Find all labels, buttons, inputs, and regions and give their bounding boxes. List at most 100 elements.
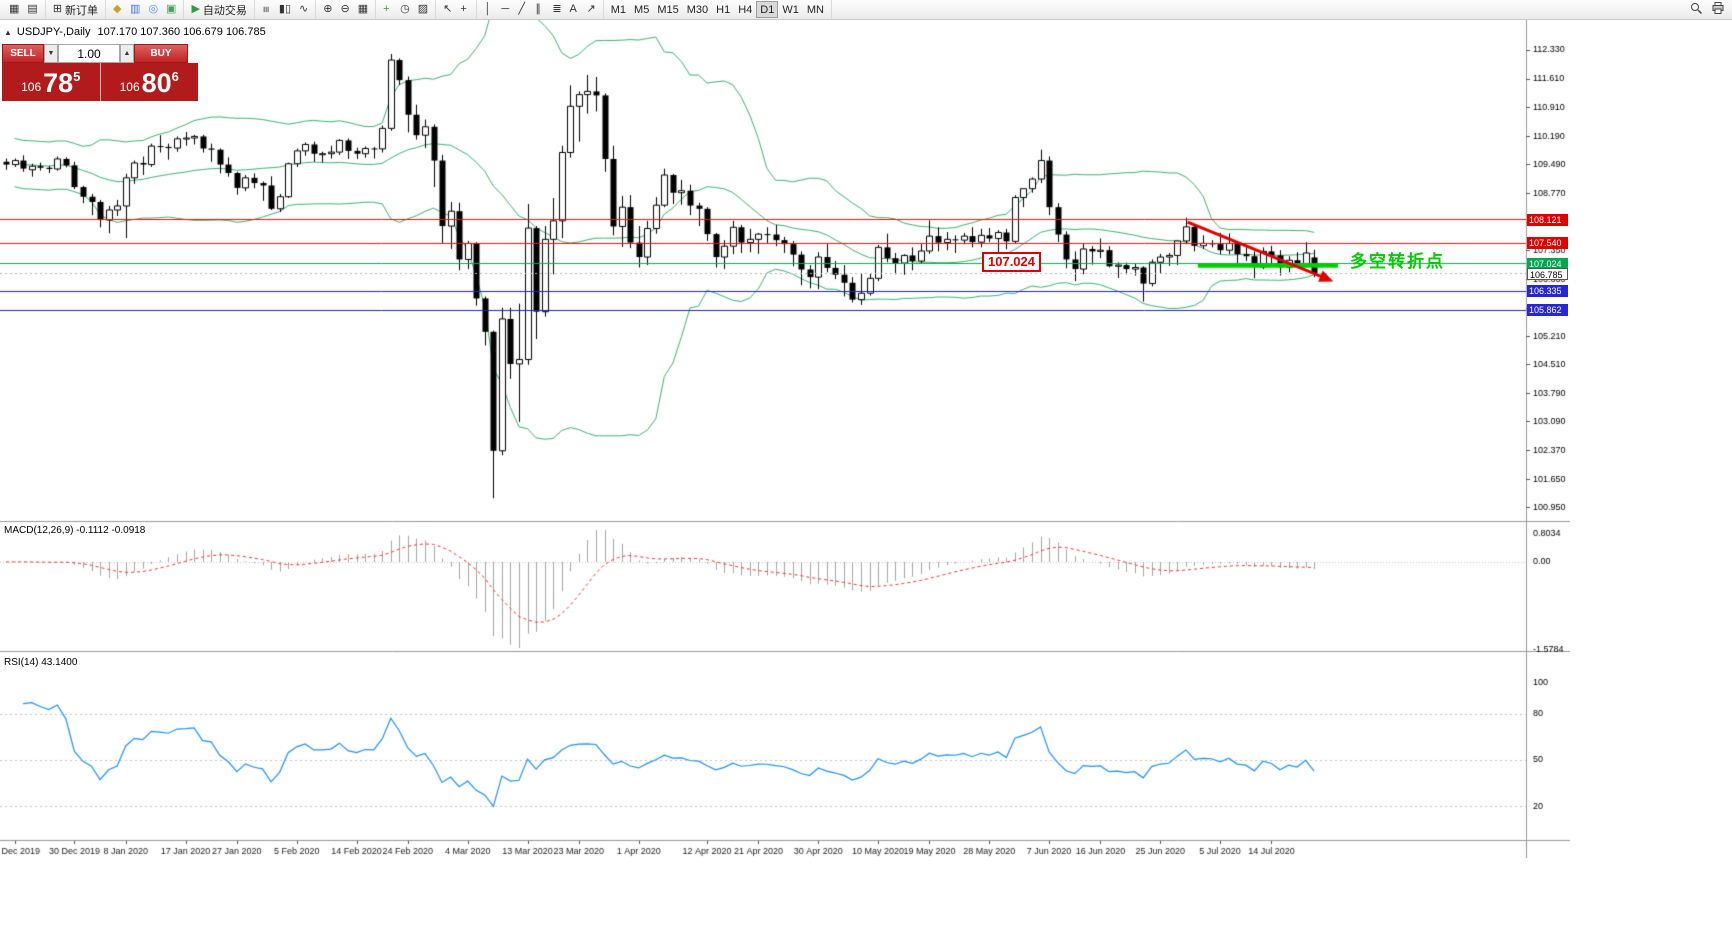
text-tool-icon: A <box>569 3 577 15</box>
price-tag-support-1: 106.335 <box>1527 285 1568 297</box>
bar-chart-icon: ≡ <box>259 6 272 13</box>
sell-button[interactable]: SELL <box>2 44 44 63</box>
line-chart-icon: ∿ <box>299 3 309 15</box>
fibonacci-button[interactable]: ≣ <box>548 1 565 18</box>
cursor-button[interactable]: ↖ <box>439 1 456 18</box>
templates-button[interactable]: ▨ <box>414 1 432 18</box>
buy-price[interactable]: 106 80 6 <box>101 63 199 101</box>
sell-price[interactable]: 106 78 5 <box>2 63 100 101</box>
sell-price-main: 106 <box>21 80 42 94</box>
autotrading-group: ▶ 自动交易 <box>184 0 255 19</box>
trendline-icon: ╱ <box>518 3 525 15</box>
vertical-line-icon: │ <box>484 3 492 15</box>
macd-indicator-label: MACD(12,26,9) -0.1112 -0.0918 <box>4 525 146 536</box>
print-button[interactable] <box>1709 1 1727 18</box>
one-click-toggle-icon[interactable]: ▲ <box>4 27 12 37</box>
tf-h4-label: H4 <box>738 3 753 16</box>
candlestick-chart-icon: ▮▯ <box>278 3 292 15</box>
sell-price-big: 78 <box>43 68 74 98</box>
print-icon <box>1711 1 1725 18</box>
tf-mn-button[interactable]: MN <box>803 1 828 18</box>
periods-button[interactable]: ◷ <box>396 1 414 18</box>
tf-m15-button[interactable]: M15 <box>653 1 682 18</box>
rsi-indicator-label: RSI(14) 43.1400 <box>4 657 78 668</box>
buy-price-big: 80 <box>141 68 172 98</box>
volume-increase-button[interactable]: ▲ <box>120 44 134 63</box>
market-watch-button[interactable]: ▥ <box>126 1 144 18</box>
tf-m5-button[interactable]: M5 <box>630 1 653 18</box>
terminal-button[interactable]: ▣ <box>162 1 180 18</box>
new-order-icon: ⊞ <box>52 3 63 15</box>
one-click-divider <box>99 63 101 101</box>
new-order-button[interactable]: ⊞ 新订单 <box>49 1 102 18</box>
panels-group: ◆ ▥ ◎ ▣ <box>106 0 185 19</box>
price-tag-bid: 106.785 <box>1527 268 1568 280</box>
zoom-group: ⊕ ⊖ ▦ <box>316 0 377 19</box>
price-tag-resistance-2: 107.540 <box>1527 237 1568 249</box>
buy-button[interactable]: BUY <box>134 44 188 63</box>
vertical-line-button[interactable]: │ <box>480 1 497 18</box>
zoom-out-button[interactable]: ⊖ <box>336 1 353 18</box>
line-chart-button[interactable]: ∿ <box>295 1 312 18</box>
navigator-icon: ◎ <box>148 3 159 15</box>
auto-trading-label: 自动交易 <box>202 4 247 17</box>
navigator-button[interactable]: ◎ <box>144 1 162 18</box>
volume-input[interactable] <box>58 44 120 63</box>
one-click-controls: SELL ▼ ▲ BUY <box>2 44 198 63</box>
tf-h1-label: H1 <box>716 3 731 16</box>
new-chart-button[interactable]: ▦ <box>5 1 23 18</box>
tf-m5-label: M5 <box>634 3 650 16</box>
chart-ohlc-values: 107.170 107.360 106.679 106.785 <box>97 26 266 38</box>
price-chart-canvas[interactable] <box>0 20 1570 858</box>
tf-w1-button[interactable]: W1 <box>778 1 803 18</box>
price-annotation-box[interactable]: 107.024 <box>982 252 1041 272</box>
crosshair-button[interactable]: + <box>456 1 473 18</box>
chart-symbol-label: USDJPY-,Daily <box>16 26 91 38</box>
cursor-group: ↖ + <box>436 0 478 19</box>
turning-point-text[interactable]: 多空转折点 <box>1350 252 1445 271</box>
candlestick-chart-button[interactable]: ▮▯ <box>275 1 295 18</box>
equidistant-channel-button[interactable]: ∥ <box>531 1 548 18</box>
horizontal-line-button[interactable]: ─ <box>497 1 514 18</box>
profiles-button[interactable]: ▤ <box>23 1 41 18</box>
tile-windows-button[interactable]: ▦ <box>354 1 372 18</box>
arrows-tool-icon: ↗ <box>586 3 596 15</box>
new-order-label: 新订单 <box>65 4 99 17</box>
price-tag-resistance-1: 108.121 <box>1527 214 1568 226</box>
bar-chart-button[interactable]: ≡ <box>258 1 275 18</box>
buy-price-main: 106 <box>119 80 140 94</box>
toolbar: ▦ ▤ ⊞ 新订单 ◆ ▥ ◎ ▣ ▶ 自动交易 ≡ ▮▯ ∿ ⊕ ⊖ ▦ + ◷ ▨ ↖ + │ ─ ╱ ∥ ≣ A ↗ M1 M5 M1… <box>0 0 1732 20</box>
market-watch-icon: ▥ <box>130 3 141 15</box>
templates-icon: ▨ <box>417 3 429 15</box>
equidistant-channel-icon: ∥ <box>535 3 541 15</box>
indicators-icon: + <box>383 3 390 15</box>
timeframe-group: M1 M5 M15 M30 H1 H4 D1 W1 MN <box>604 0 832 19</box>
tf-m30-button[interactable]: M30 <box>683 1 712 18</box>
one-click-prices: 106 78 5 106 80 6 <box>2 63 198 101</box>
zoom-in-button[interactable]: ⊕ <box>319 1 336 18</box>
tf-h4-button[interactable]: H4 <box>734 1 756 18</box>
tile-windows-icon: ▦ <box>357 3 369 15</box>
chart-type-group: ≡ ▮▯ ∿ <box>255 0 317 19</box>
text-tool-button[interactable]: A <box>566 1 583 18</box>
arrows-tool-button[interactable]: ↗ <box>583 1 600 18</box>
tf-m1-label: M1 <box>610 3 627 16</box>
tf-m1-button[interactable]: M1 <box>607 1 630 18</box>
metaeditor-button[interactable]: ◆ <box>109 1 126 18</box>
trendline-button[interactable]: ╱ <box>514 1 531 18</box>
crosshair-icon: + <box>460 3 467 15</box>
metaeditor-icon: ◆ <box>113 3 122 15</box>
price-tag-pivot: 107.024 <box>1527 258 1568 270</box>
terminal-icon: ▣ <box>166 3 177 15</box>
tf-h1-button[interactable]: H1 <box>712 1 734 18</box>
new-chart-icon: ▦ <box>9 3 20 15</box>
auto-trading-button[interactable]: ▶ 自动交易 <box>187 1 250 18</box>
tf-d1-button[interactable]: D1 <box>756 1 779 18</box>
volume-decrease-button[interactable]: ▼ <box>44 44 58 63</box>
toolbar-groups: ▦ ▤ ⊞ 新订单 ◆ ▥ ◎ ▣ ▶ 自动交易 ≡ ▮▯ ∿ ⊕ ⊖ ▦ + ◷ ▨ ↖ + │ ─ ╱ ∥ ≣ A ↗ M1 M5 M1… <box>2 0 832 19</box>
search-button[interactable] <box>1687 1 1705 18</box>
zoom-in-icon: ⊕ <box>323 3 333 15</box>
indicators-button[interactable]: + <box>379 1 396 18</box>
tf-mn-label: MN <box>806 3 824 16</box>
